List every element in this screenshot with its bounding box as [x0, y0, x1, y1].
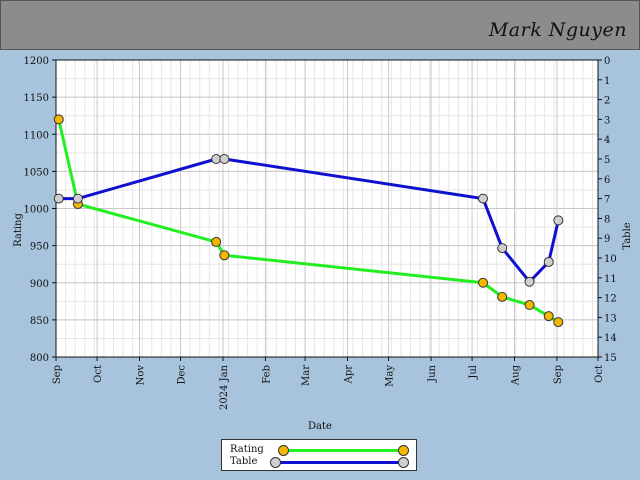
y2-tick-label: 6 [604, 175, 610, 186]
y2-tick-label: 10 [604, 254, 617, 265]
data-point-table [53, 193, 64, 204]
legend-label-rating: Rating [230, 444, 264, 455]
data-point-table [524, 276, 535, 287]
y-tick-label: 1000 [24, 205, 49, 216]
x-tick-label: Jun [427, 364, 438, 382]
y-tick-label: 800 [30, 353, 49, 364]
data-point-table [72, 193, 83, 204]
x-tick-label: Apr [344, 365, 355, 385]
x-tick-label: Mar [301, 365, 312, 386]
data-point-rating [219, 250, 230, 261]
data-point-rating [211, 236, 222, 247]
x-tick-label: Dec [177, 365, 188, 385]
y2-tick-label: 9 [604, 234, 610, 245]
y2-tick-label: 14 [604, 333, 617, 344]
player-name-signature: Mark Nguyen [488, 19, 627, 41]
y-tick-label: 1200 [24, 56, 49, 67]
y2-tick-label: 2 [604, 96, 610, 107]
data-point-table [478, 193, 489, 204]
y2-tick-label: 11 [604, 274, 617, 285]
y-tick-label: 950 [30, 242, 49, 253]
x-tick-label: Nov [135, 365, 146, 386]
y2-tick-label: 0 [604, 56, 610, 67]
x-axis-title: Date [308, 421, 332, 430]
y-tick-label: 1100 [24, 130, 49, 141]
data-point-table [211, 154, 222, 164]
data-point-table [497, 243, 508, 254]
data-point-table [543, 256, 554, 267]
x-tick-label: May [385, 365, 396, 387]
x-tick-label: 2024 Jan [219, 364, 230, 410]
y2-tick-label: 7 [604, 195, 610, 206]
data-point-table [553, 215, 564, 226]
data-point-rating [478, 277, 489, 288]
legend-marker-table [270, 457, 281, 468]
legend-label-table: Table [230, 456, 258, 467]
legend-marker-rating-end [398, 445, 409, 456]
legend-marker-table-end [398, 457, 409, 468]
y2-tick-label: 8 [604, 214, 610, 225]
data-point-rating [543, 311, 554, 322]
y2-tick-label: 3 [604, 115, 610, 126]
y2-tick-label: 4 [604, 135, 610, 146]
y2-tick-label: 12 [604, 294, 617, 305]
data-point-rating [497, 291, 508, 302]
legend-line-rating [280, 449, 406, 452]
legend-line-table [280, 461, 406, 464]
y-tick-label: 1150 [24, 93, 49, 104]
x-tick-label: Oct [594, 365, 605, 383]
x-tick-label: Sep [52, 365, 63, 384]
legend-item-table: Table [228, 456, 414, 469]
legend: Rating Table [221, 439, 417, 471]
y2-tick-label: 15 [604, 353, 617, 364]
data-point-table [219, 154, 230, 164]
y-axis-title: Rating [13, 213, 24, 247]
x-tick-label: Oct [93, 365, 104, 383]
legend-item-rating: Rating [228, 444, 414, 457]
y2-tick-label: 13 [604, 313, 617, 324]
data-point-rating [553, 317, 564, 328]
x-tick-label: Aug [511, 364, 522, 386]
x-tick-label: Jul [468, 365, 479, 380]
y2-tick-label: 1 [604, 76, 610, 87]
x-tick-label: Feb [261, 365, 272, 384]
y-tick-label: 900 [30, 279, 49, 290]
y2-tick-label: 5 [604, 155, 610, 166]
y2-axis-title: Table [622, 222, 633, 249]
data-point-rating [524, 300, 535, 311]
header-bar: Mark Nguyen [0, 0, 640, 50]
legend-marker-rating [278, 445, 289, 456]
x-tick-label: Sep [553, 365, 564, 384]
y-tick-label: 1050 [24, 167, 49, 178]
y-tick-label: 850 [30, 316, 49, 327]
data-point-rating [53, 114, 64, 125]
